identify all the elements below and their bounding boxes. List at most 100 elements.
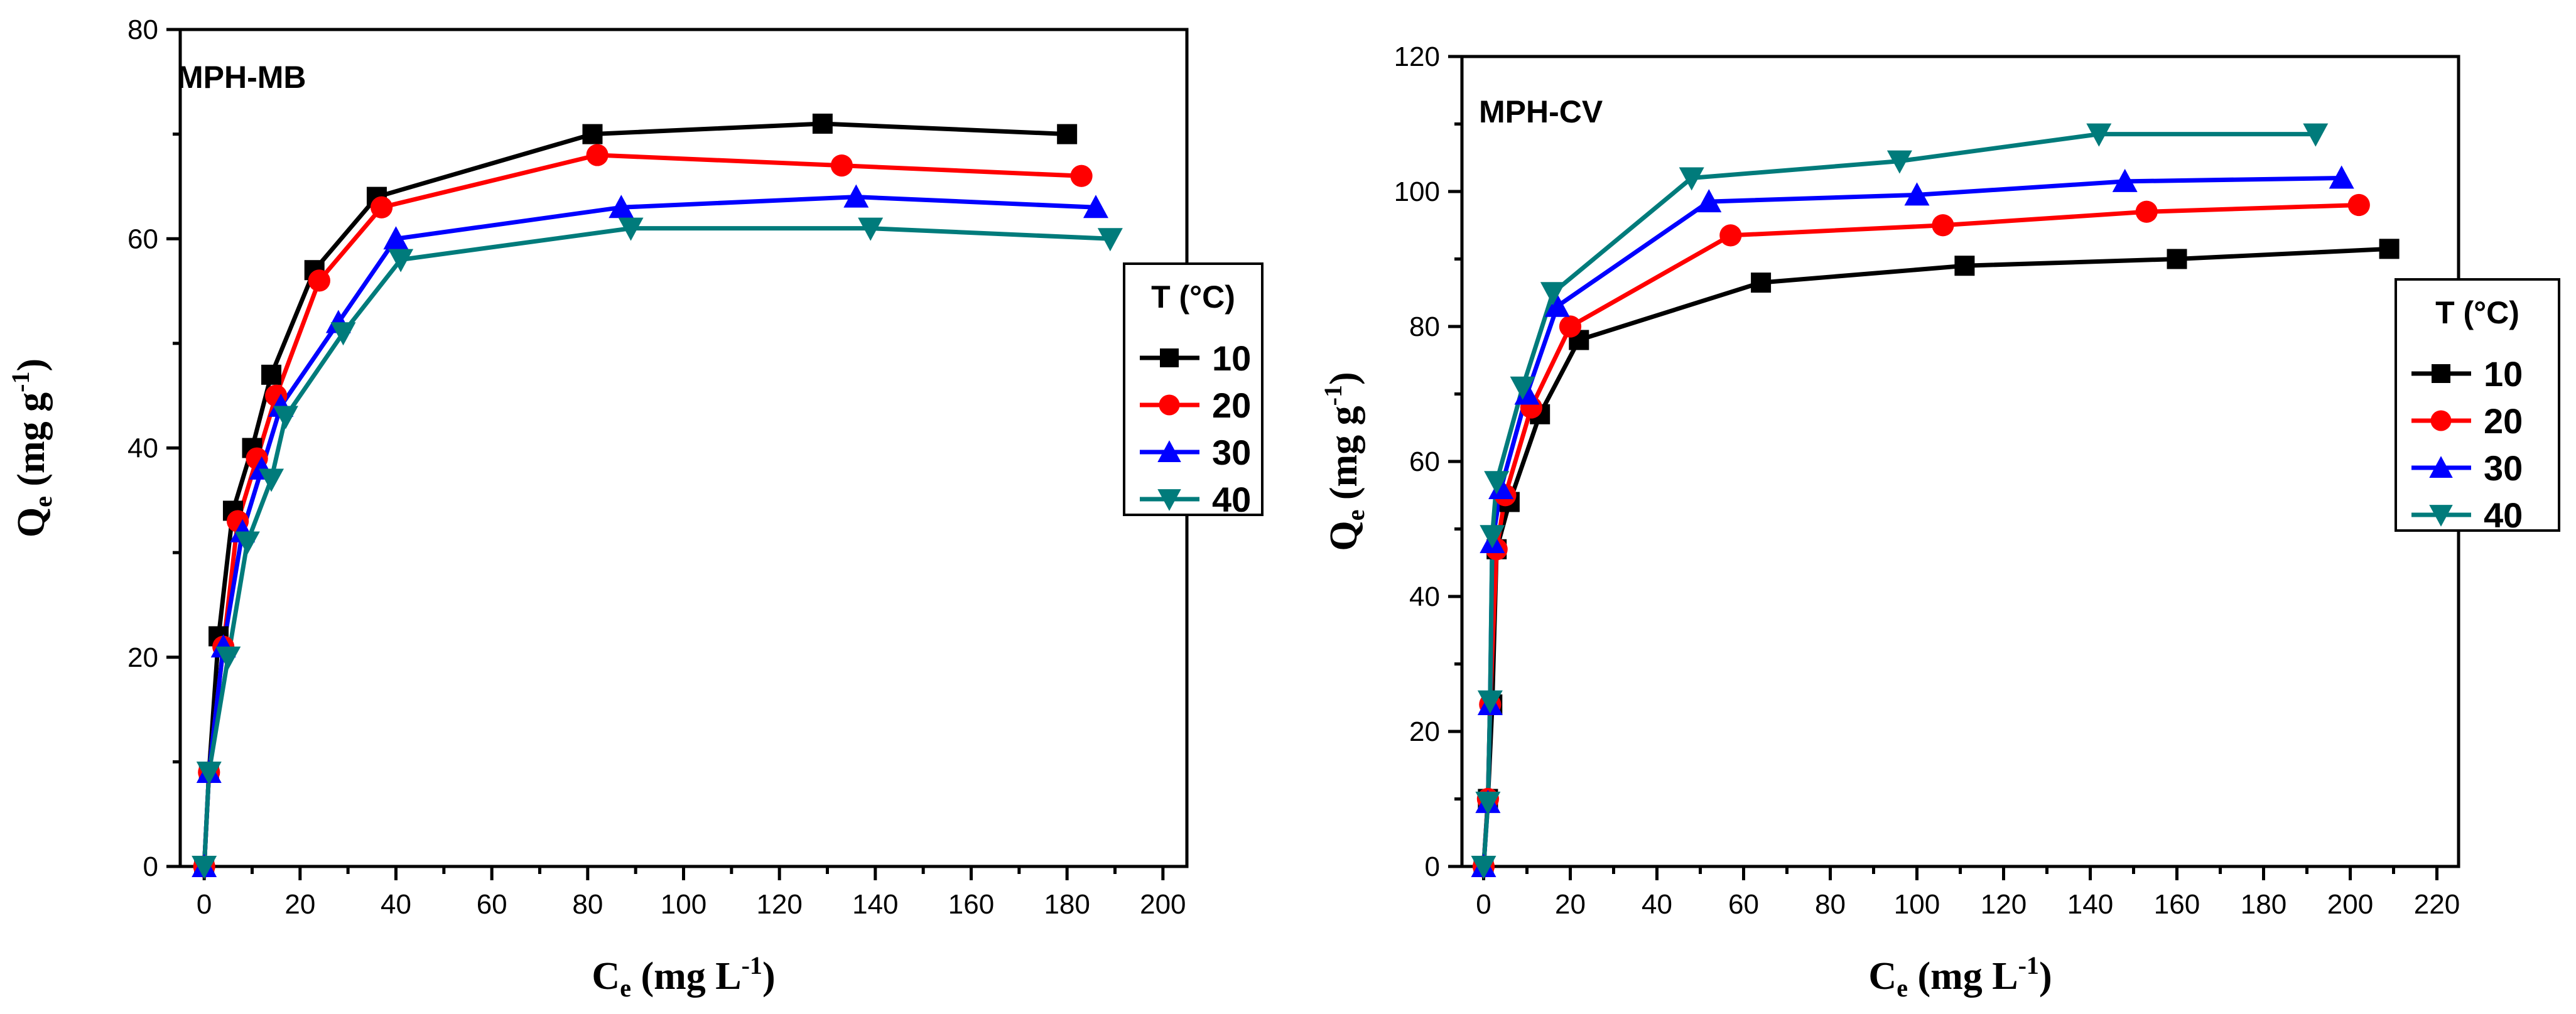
data-point-30 (1514, 381, 1540, 405)
legend-label: 40 (1212, 480, 1251, 519)
data-point-40 (2086, 123, 2112, 147)
x-tick-label: 60 (477, 889, 507, 920)
x-label-main: C (1868, 955, 1897, 998)
data-point-20 (1559, 315, 1582, 338)
data-point-20 (308, 269, 330, 292)
x-label-main: C (592, 955, 620, 998)
x-tick-label: 160 (948, 889, 994, 920)
data-point-20 (1070, 165, 1093, 187)
x-tick-label: 200 (1140, 889, 1186, 920)
y-tick-label: 0 (143, 851, 158, 882)
legend-title: T (°C) (2435, 295, 2519, 330)
data-point-10 (2167, 249, 2187, 269)
series-line-20 (202, 153, 1082, 867)
y-tick-label: 60 (127, 224, 158, 254)
data-point-20 (1719, 224, 1742, 247)
x-tick-label: 0 (1476, 889, 1491, 920)
x-label-rest: (mg L (1908, 955, 2018, 998)
chart-panel-2: 0 20 40 60 80 100 120 140 160 180 200 220 0 20 40 60 80 1… (1319, 41, 2560, 1002)
y-label-main: Q (10, 507, 53, 537)
x-tick-label: 140 (852, 889, 898, 920)
y-label-main: Q (1323, 520, 1365, 551)
data-point-40 (1510, 376, 1535, 400)
x-axis-label: Ce (mg L-1) (592, 951, 775, 1002)
data-point-10 (1057, 124, 1078, 144)
y-axis-label: Qe (mg g-1) (6, 359, 57, 537)
y-tick-label: 0 (1425, 851, 1440, 882)
x-tick-label: 0 (197, 889, 212, 920)
x-label-close: ) (2039, 955, 2052, 998)
series-line-30 (202, 195, 1096, 867)
series-line-40 (1481, 132, 2316, 867)
legend-marker-30 (2429, 456, 2453, 478)
x-label-sub: e (620, 974, 631, 1002)
legend-box (2395, 278, 2560, 532)
data-point-40 (1886, 150, 1912, 174)
data-point-40 (330, 322, 356, 346)
x-tick-label: 80 (572, 889, 603, 920)
data-point-10 (1751, 272, 1772, 293)
x-tick-label: 40 (381, 889, 411, 920)
data-point-30 (1083, 195, 1108, 218)
x-tick-label: 20 (284, 889, 315, 920)
data-point-10 (812, 113, 833, 134)
x-label-sup: -1 (742, 951, 762, 979)
legend-title: T (°C) (1151, 279, 1235, 315)
y-label-rest: (mg g (1323, 406, 1365, 509)
x-tick-label: 180 (1044, 889, 1090, 920)
x-label-rest: (mg L (631, 955, 742, 998)
legend-label: 20 (2484, 401, 2523, 441)
y-tick-label: 120 (1394, 41, 1440, 72)
x-tick-label: 120 (756, 889, 802, 920)
data-point-20 (830, 154, 853, 177)
panel-title: MPH-MB (177, 60, 306, 95)
y-tick-label: 20 (127, 642, 158, 673)
data-point-30 (843, 184, 869, 208)
data-point-40 (2303, 123, 2329, 147)
legend-marker-30 (1157, 440, 1181, 462)
legend-label: 10 (1212, 338, 1251, 378)
y-tick-label: 100 (1394, 176, 1440, 207)
y-tick-label: 60 (1409, 446, 1440, 477)
legend-marker-10 (1160, 348, 1179, 367)
data-point-40 (618, 217, 644, 241)
data-point-20 (2135, 200, 2158, 223)
data-point-40 (388, 249, 414, 272)
x-tick-label: 100 (1894, 889, 1940, 920)
x-tick-label: 80 (1815, 889, 1846, 920)
x-tick-label: 140 (2067, 889, 2113, 920)
x-tick-label: 20 (1555, 889, 1586, 920)
legend: T (°C) 10 20 30 40 (2395, 278, 2560, 535)
x-tick-label: 180 (2241, 889, 2286, 920)
legend-marker-10 (2432, 364, 2450, 383)
data-point-30 (1544, 293, 1570, 317)
legend-box (1123, 262, 1264, 516)
data-point-40 (192, 856, 217, 879)
y-tick-label: 80 (127, 14, 158, 45)
data-point-40 (1475, 791, 1501, 815)
data-point-40 (858, 217, 884, 241)
y-tick-label: 40 (1409, 581, 1440, 612)
y-label-sup: -1 (1319, 385, 1347, 406)
data-point-20 (1932, 214, 1954, 237)
y-tick-label: 80 (1409, 311, 1440, 342)
data-point-40 (259, 468, 284, 492)
data-point-30 (1488, 476, 1514, 499)
data-point-40 (273, 406, 298, 429)
x-label-sup: -1 (2018, 951, 2039, 979)
y-label-close: ) (10, 359, 53, 372)
data-point-40 (1480, 525, 1505, 549)
legend-marker-40 (1157, 489, 1181, 511)
data-point-40 (215, 646, 241, 670)
y-axis-label: Qe (mg g-1) (1319, 372, 1370, 551)
data-point-40 (1097, 228, 1123, 252)
y-label-close: ) (1323, 372, 1365, 385)
data-point-40 (1540, 282, 1566, 306)
data-point-20 (586, 144, 609, 166)
data-point-30 (609, 195, 634, 218)
data-point-30 (1696, 189, 1722, 213)
legend-label: 20 (1212, 386, 1251, 425)
y-label-sub: e (1341, 510, 1370, 521)
legend-label: 10 (2484, 354, 2523, 394)
